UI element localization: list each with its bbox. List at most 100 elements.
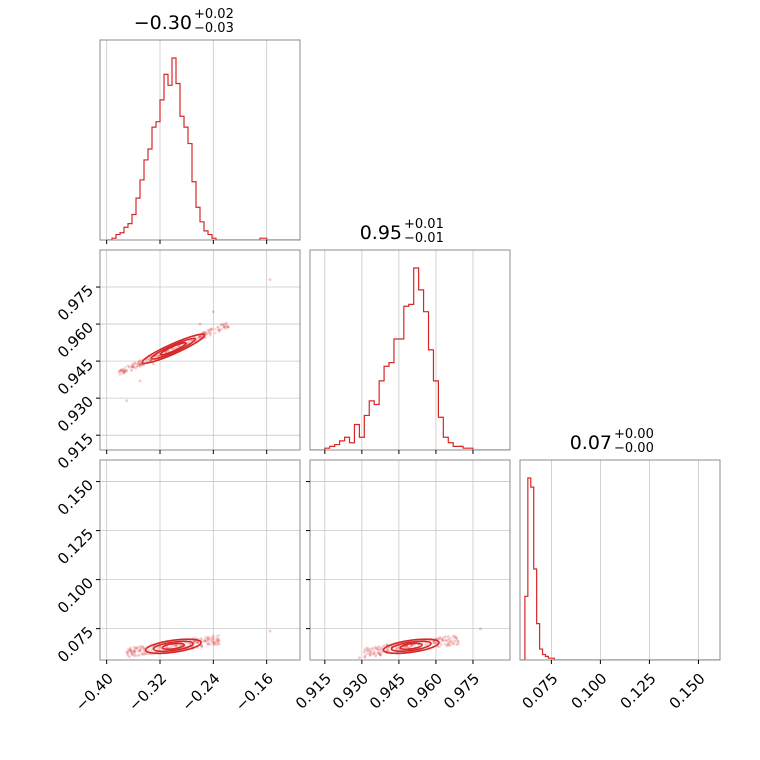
scatter-point [370, 647, 374, 651]
scatter-point [379, 653, 382, 656]
scatter-point [209, 637, 213, 641]
scatter-point [134, 361, 138, 365]
scatter-point [144, 652, 147, 656]
title-upper-error: +0.01 [404, 217, 444, 232]
scatter-point [372, 652, 375, 655]
scatter-point [448, 644, 451, 647]
scatter-point [136, 647, 139, 650]
x-tick-label: −0.16 [232, 670, 277, 715]
scatter-point [446, 638, 450, 641]
x-tick-label: 0.150 [666, 670, 709, 713]
scatter-point [130, 369, 134, 372]
scatter-point [216, 641, 220, 644]
scatter-point [140, 363, 144, 367]
scatter-point [444, 639, 448, 642]
scatter-point [198, 336, 201, 340]
scatter-point [122, 371, 126, 375]
scatter-point [364, 647, 368, 650]
scatter-point [371, 652, 375, 656]
scatter-point [136, 364, 140, 367]
scatter-point [446, 643, 450, 646]
scatter-point [444, 635, 447, 638]
scatter-point [374, 647, 378, 650]
scatter-point [376, 645, 380, 649]
scatter-point [204, 333, 208, 336]
scatter-point [207, 329, 211, 333]
scatter-point [120, 372, 124, 375]
scatter-point [440, 638, 444, 642]
scatter-point [227, 325, 231, 329]
scatter-point [139, 362, 143, 366]
scatter-point [124, 368, 127, 372]
scatter-point [373, 647, 376, 650]
scatter-point [395, 647, 398, 651]
scatter-point [140, 645, 143, 648]
scatter-point [363, 648, 366, 652]
scatter-point [223, 326, 226, 329]
scatter-point [441, 636, 445, 640]
scatter-point [130, 363, 134, 366]
title-lower-error: −0.00 [614, 441, 654, 456]
scatter-point [136, 362, 139, 366]
scatter-point [156, 647, 160, 650]
scatter-point [216, 325, 219, 329]
scatter-point [203, 639, 207, 642]
scatter-point [128, 649, 132, 652]
scatter-point [144, 652, 148, 655]
scatter-point [363, 650, 367, 653]
scatter-point [139, 361, 142, 365]
scatter-point [379, 654, 382, 657]
scatter-point [217, 639, 221, 643]
scatter-point [395, 646, 398, 649]
scatter-point [129, 650, 133, 654]
scatter-point [125, 399, 129, 403]
scatter-point [224, 321, 228, 325]
scatter-point [158, 354, 161, 358]
scatter-point [363, 656, 367, 659]
scatter-point [375, 646, 379, 650]
scatter-point [173, 644, 176, 648]
scatter-point [218, 329, 221, 333]
histogram-panel-2 [519, 459, 721, 664]
scatter-point [149, 358, 152, 362]
scatter-point [128, 647, 132, 651]
scatter-point [453, 635, 457, 638]
scatter-point [133, 361, 136, 365]
scatter-point [452, 642, 456, 646]
scatter-point [216, 637, 220, 641]
scatter-point [424, 643, 427, 646]
histogram-step-line [310, 267, 510, 450]
scatter-point [208, 331, 211, 335]
scatter-point [142, 363, 146, 367]
scatter-point [433, 641, 436, 644]
x-tick-label: −0.32 [125, 670, 170, 715]
scatter-point [379, 652, 382, 656]
scatter-point [127, 654, 130, 658]
scatter-point [380, 646, 384, 649]
scatter-point [404, 645, 408, 649]
scatter-point [207, 642, 210, 646]
scatter-point [380, 647, 384, 650]
scatter-point [369, 649, 372, 653]
scatter-point [171, 347, 175, 351]
scatter-point [210, 635, 214, 639]
scatter-point [134, 647, 138, 650]
scatter-point [125, 650, 129, 654]
scatter-point [214, 327, 217, 331]
scatter-point [376, 648, 380, 652]
scatter-point [141, 653, 144, 656]
x-tick-label: −0.24 [178, 670, 223, 715]
scatter-point [226, 325, 230, 328]
scatter-point [138, 654, 141, 657]
scatter-point [207, 637, 211, 641]
scatter-point [157, 354, 161, 358]
scatter-point [137, 359, 141, 363]
scatter-point [158, 645, 162, 649]
scatter-point [132, 652, 136, 656]
scatter-point [218, 328, 221, 331]
scatter-point [205, 640, 208, 643]
panel-frame [519, 459, 721, 661]
scatter-point [130, 651, 133, 655]
scatter-point [454, 635, 458, 638]
